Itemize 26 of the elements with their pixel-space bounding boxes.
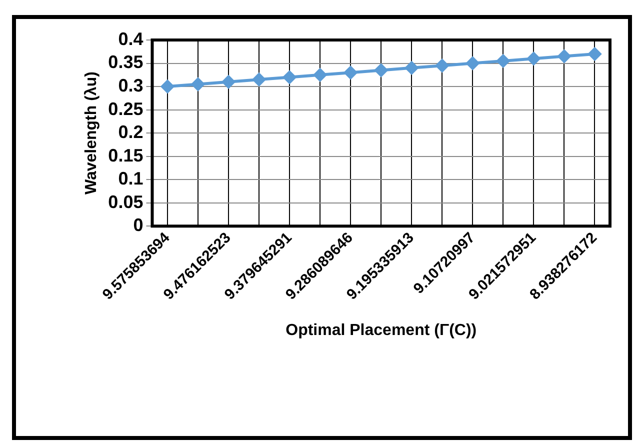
point bbox=[374, 64, 388, 77]
point bbox=[466, 56, 480, 70]
point bbox=[558, 50, 571, 63]
point bbox=[222, 75, 236, 88]
point bbox=[436, 59, 449, 72]
point bbox=[496, 54, 510, 68]
y-tick-label: 0.1 bbox=[118, 168, 144, 189]
y-tick-label: 0 bbox=[133, 215, 144, 236]
y-tick-label: 0.3 bbox=[118, 76, 144, 96]
point bbox=[405, 61, 418, 74]
point bbox=[160, 80, 174, 94]
y-tick-label: 0.25 bbox=[108, 98, 144, 119]
point bbox=[283, 70, 296, 84]
x-axis-title: Optimal Placement (Γ(C)) bbox=[286, 322, 477, 339]
point bbox=[527, 52, 540, 66]
y-tick-label: 0.4 bbox=[118, 28, 144, 49]
y-tick-label: 0.05 bbox=[108, 192, 144, 212]
point bbox=[314, 68, 327, 82]
y-axis-title: Wavelength (λu) bbox=[83, 72, 100, 195]
y-tick-label: 0.35 bbox=[108, 52, 144, 72]
point bbox=[252, 73, 266, 86]
point bbox=[192, 78, 205, 91]
y-tick-label: 0.2 bbox=[118, 122, 144, 142]
point bbox=[588, 47, 602, 60]
y-tick-label: 0.15 bbox=[108, 145, 144, 166]
point bbox=[344, 66, 358, 80]
